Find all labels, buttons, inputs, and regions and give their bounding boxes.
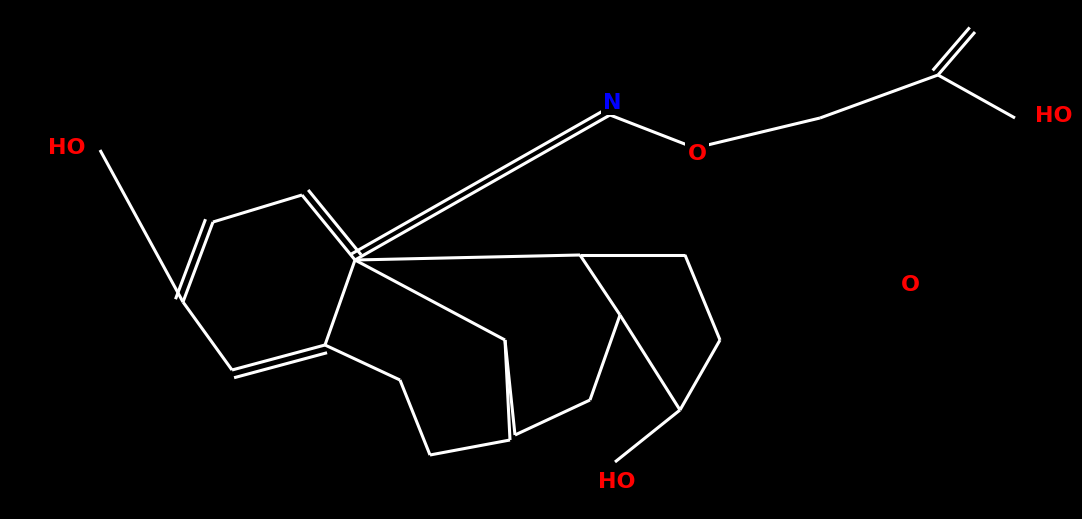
Text: HO: HO <box>1035 106 1072 126</box>
Text: HO: HO <box>598 472 636 492</box>
Text: O: O <box>687 144 707 164</box>
Text: HO: HO <box>48 138 85 158</box>
Text: O: O <box>900 275 920 295</box>
Text: N: N <box>603 93 621 113</box>
